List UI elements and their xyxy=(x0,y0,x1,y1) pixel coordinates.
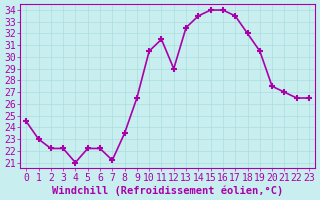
X-axis label: Windchill (Refroidissement éolien,°C): Windchill (Refroidissement éolien,°C) xyxy=(52,185,283,196)
